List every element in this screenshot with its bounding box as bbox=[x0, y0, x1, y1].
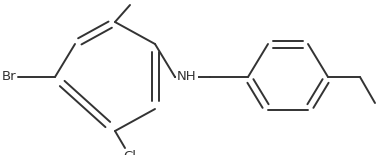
Text: Cl: Cl bbox=[129, 0, 141, 3]
Text: Br: Br bbox=[2, 71, 16, 84]
Text: Cl: Cl bbox=[124, 150, 136, 155]
Text: NH: NH bbox=[177, 71, 197, 84]
